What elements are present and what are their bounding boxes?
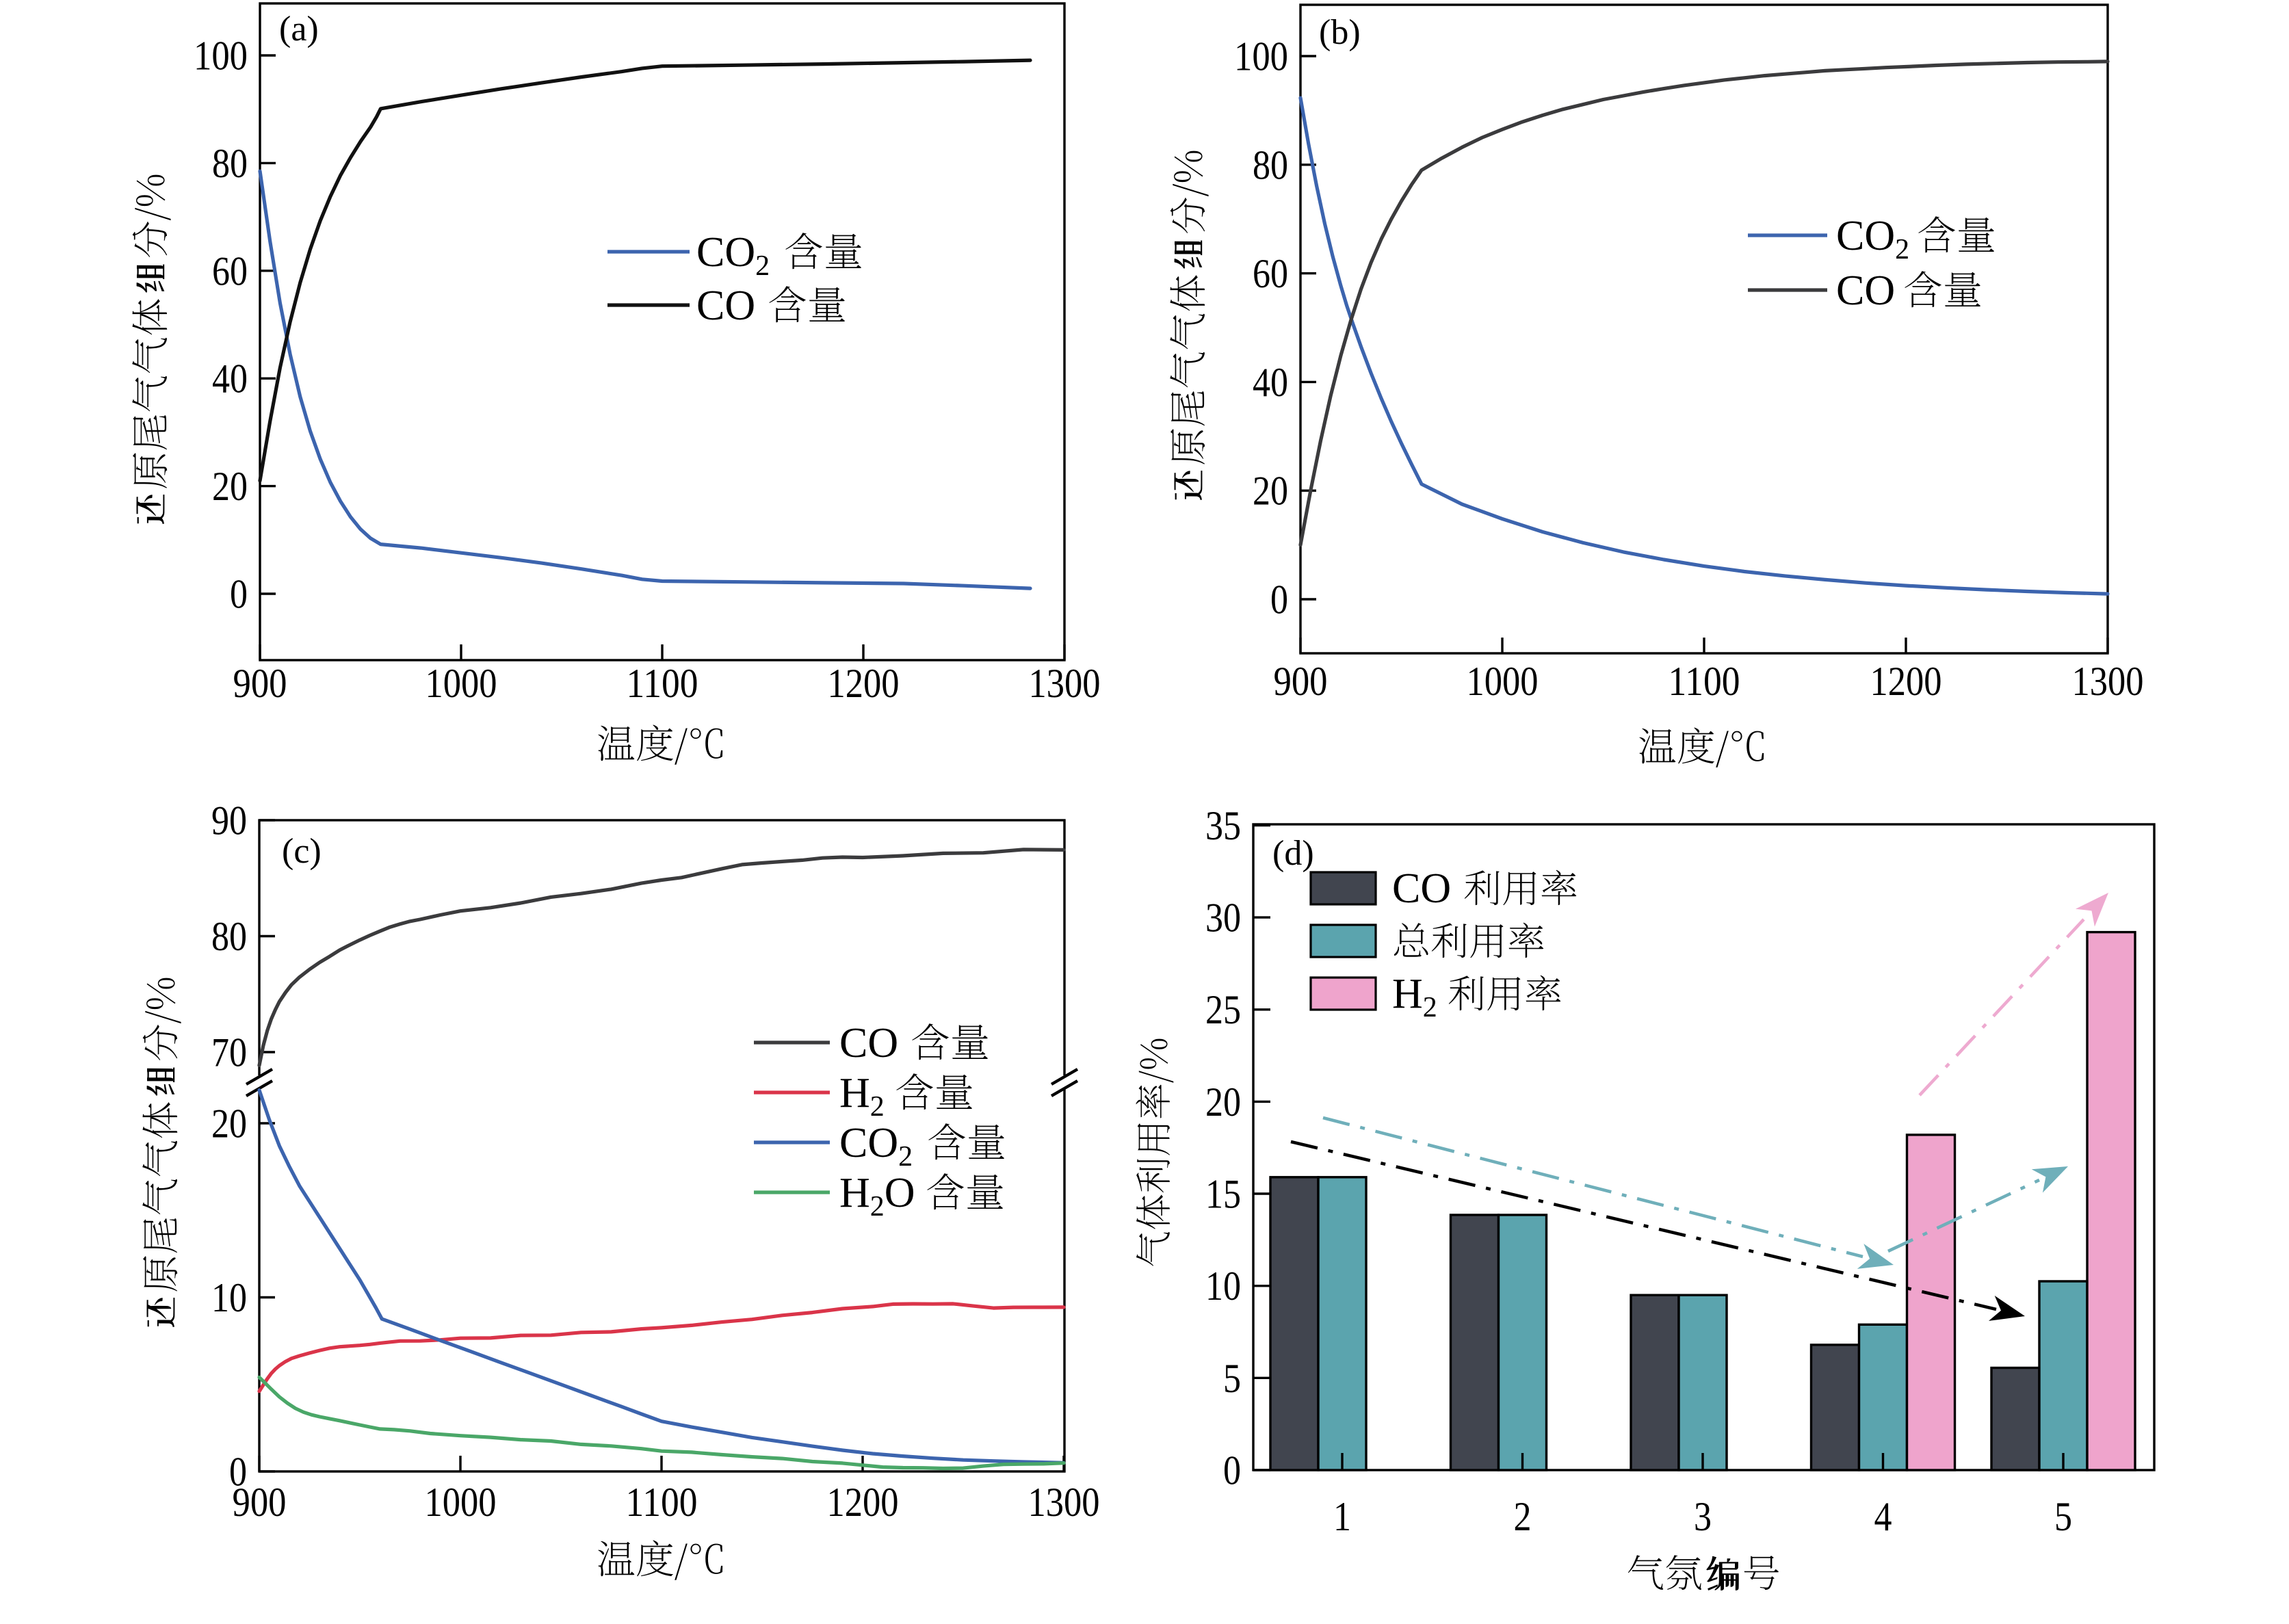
svg-text:1000: 1000 [425, 1480, 497, 1525]
svg-text:5: 5 [1223, 1356, 1241, 1401]
svg-text:30: 30 [1205, 895, 1241, 941]
svg-text:80: 80 [212, 141, 248, 186]
svg-text:60: 60 [212, 248, 248, 293]
svg-text:900: 900 [1274, 659, 1328, 704]
svg-text:1100: 1100 [626, 1480, 698, 1525]
svg-text:(c): (c) [282, 832, 322, 871]
svg-text:(b): (b) [1319, 13, 1361, 52]
svg-text:CO: CO [839, 1020, 898, 1066]
svg-text:70: 70 [211, 1030, 247, 1075]
svg-text:(d): (d) [1272, 834, 1314, 873]
svg-text:900: 900 [233, 661, 287, 706]
svg-text:60: 60 [1253, 251, 1288, 296]
svg-text:35: 35 [1205, 803, 1241, 848]
svg-text:20: 20 [211, 1101, 247, 1147]
svg-text:(a): (a) [279, 10, 319, 49]
svg-text:1000: 1000 [426, 661, 497, 706]
svg-text:1000: 1000 [1467, 659, 1539, 704]
svg-text:1100: 1100 [627, 661, 698, 706]
svg-text:15: 15 [1205, 1172, 1241, 1217]
svg-text:100: 100 [1234, 34, 1288, 79]
svg-text:20: 20 [212, 464, 248, 509]
svg-text:CO: CO [1836, 267, 1895, 314]
svg-text:H2: H2 [1392, 971, 1437, 1023]
svg-text:10: 10 [1205, 1263, 1241, 1309]
svg-text:0: 0 [1223, 1448, 1241, 1493]
svg-text:80: 80 [211, 914, 247, 959]
svg-text:CO: CO [696, 283, 755, 329]
svg-text:1300: 1300 [2072, 659, 2144, 704]
svg-text:40: 40 [1253, 360, 1288, 405]
svg-text:CO: CO [1392, 865, 1451, 912]
svg-text:20: 20 [1253, 469, 1288, 514]
svg-text:3: 3 [1694, 1494, 1712, 1539]
svg-text:CO2: CO2 [1836, 213, 1909, 265]
svg-text:0: 0 [1270, 577, 1288, 623]
svg-text:10: 10 [211, 1275, 247, 1320]
svg-text:0: 0 [230, 572, 248, 617]
svg-text:90: 90 [211, 798, 247, 843]
svg-text:4: 4 [1874, 1494, 1892, 1539]
svg-text:1200: 1200 [828, 661, 900, 706]
svg-text:0: 0 [229, 1450, 247, 1495]
svg-text:1300: 1300 [1029, 661, 1101, 706]
svg-text:80: 80 [1253, 142, 1288, 187]
svg-text:H2O: H2O [839, 1170, 915, 1222]
svg-text:1200: 1200 [827, 1480, 899, 1525]
svg-text:5: 5 [2054, 1494, 2072, 1539]
svg-text:20: 20 [1205, 1079, 1241, 1125]
svg-text:1: 1 [1333, 1494, 1351, 1539]
svg-text:100: 100 [194, 34, 248, 79]
svg-text:2: 2 [1514, 1494, 1532, 1539]
svg-text:900: 900 [233, 1480, 287, 1525]
svg-text:1200: 1200 [1870, 659, 1942, 704]
svg-text:1300: 1300 [1028, 1480, 1100, 1525]
svg-text:1100: 1100 [1669, 659, 1740, 704]
svg-text:40: 40 [212, 356, 248, 402]
svg-text:25: 25 [1205, 987, 1241, 1032]
